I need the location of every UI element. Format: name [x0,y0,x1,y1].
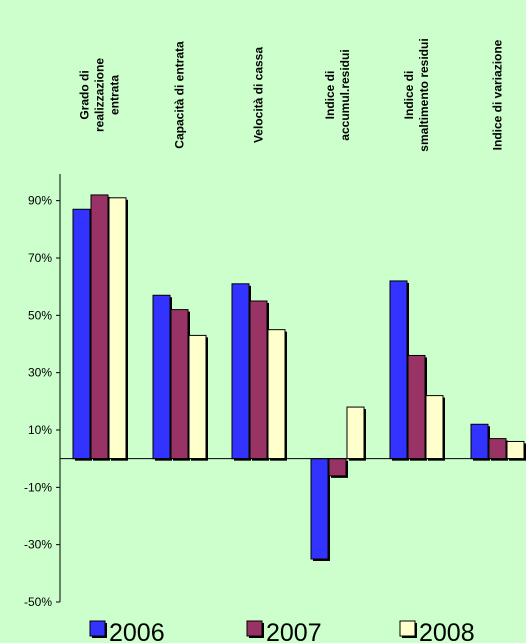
bar-2007 [328,458,347,477]
legend-swatch-2006 [89,620,106,637]
legend: 2006 2007 2008 [89,619,475,643]
category-label: accumul.residui [338,49,352,140]
bar-2006 [470,423,489,460]
bar-2008 [267,329,286,460]
bar-2006 [389,280,408,460]
bar-2008 [108,197,127,460]
bar-2007 [407,354,426,460]
y-tick-label: 50% [28,308,52,322]
category-label: smaltimento residui [417,38,431,151]
bar-2007 [249,300,268,460]
bar-2006 [72,208,91,460]
category-label: Velocità di cassa [252,47,266,143]
category-label: Indice di [323,71,337,120]
category-label: Grado di [78,70,92,119]
category-label: Indice di [402,71,416,120]
bar-2008 [346,406,365,460]
category-label: entrata [108,75,122,115]
bars [72,194,526,561]
y-tick-label: 10% [28,423,52,437]
bar-2008 [506,440,525,460]
axes: 90% 70% 50% 30% 10% -10% -30% -50% [24,174,522,609]
category-label: Indice di variazione [491,39,505,150]
bar-2006 [152,294,171,460]
bar-2007 [170,309,189,460]
category-labels: Grado di realizzazione entrata Capacità di … [78,38,505,151]
legend-swatch-2007 [246,620,263,637]
y-tick-label: -30% [24,538,52,552]
y-tick-label: 90% [28,194,52,208]
y-tick-label: 70% [28,251,52,265]
bar-2006 [310,458,329,560]
legend-label: 2008 [419,619,475,643]
y-tick-label: 30% [28,366,52,380]
bar-2007 [488,438,507,460]
bar-2006 [231,283,250,460]
legend-label: 2006 [109,619,165,643]
legend-label: 2007 [266,619,322,643]
bar-2008 [425,395,444,460]
category-label: realizzazione [93,58,107,132]
bar-2008 [188,334,207,460]
legend-swatch-2008 [399,620,416,637]
bar-2007 [90,194,109,460]
y-tick-label: -10% [24,480,52,494]
y-tick-label: -50% [24,595,52,609]
category-label: Capacità di entrata [173,41,187,149]
